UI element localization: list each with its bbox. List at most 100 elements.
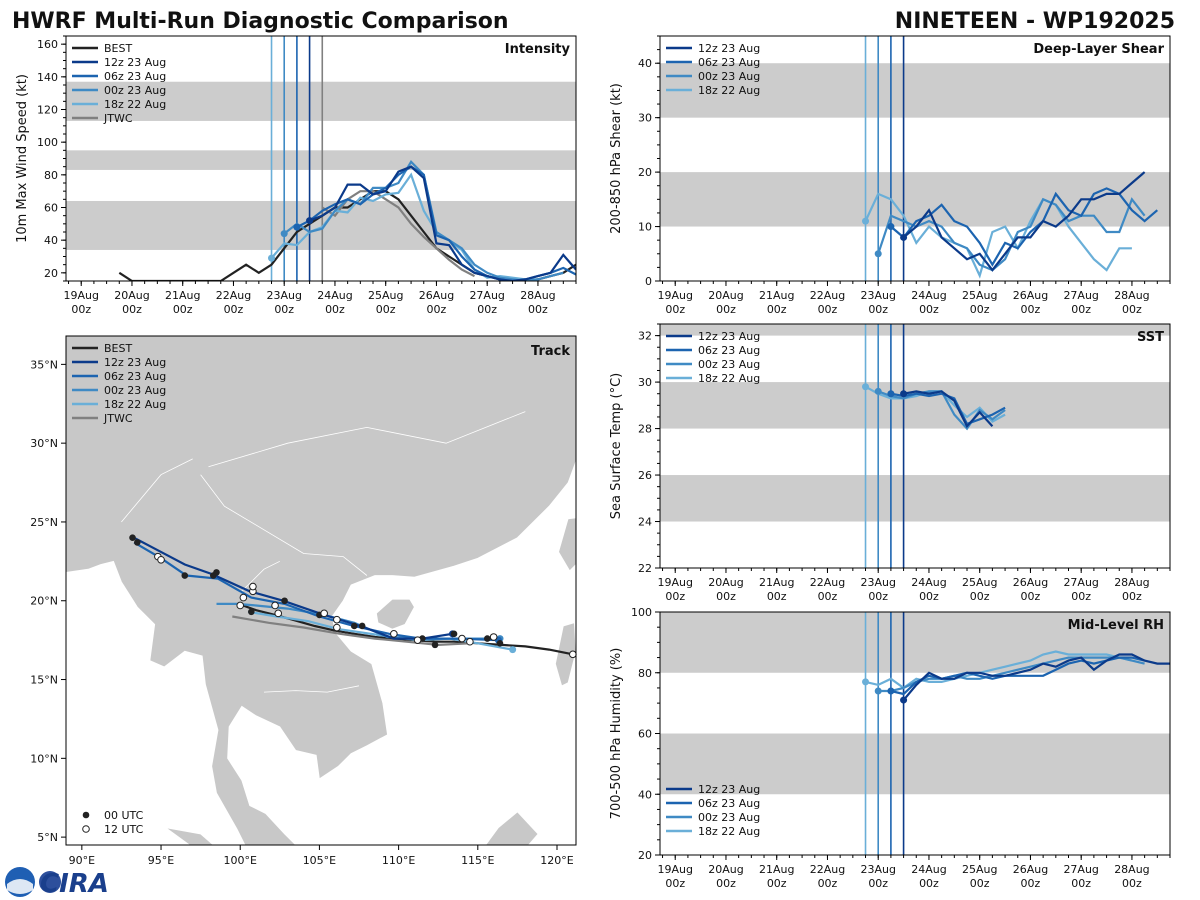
rh-panel: 2040608010019Aug00z20Aug00z21Aug00z22Aug… <box>609 606 1171 890</box>
intensity-xtick-label: 25Aug <box>368 289 403 302</box>
track-xtick-label: 110°E <box>382 854 415 867</box>
sst-xtick-label: 00z <box>665 590 685 603</box>
rh-init-point <box>887 687 895 695</box>
intensity-xtick-label: 23Aug <box>266 289 301 302</box>
intensity-xtick-label: 00z <box>427 303 447 316</box>
rh-xtick-label: 24Aug <box>911 863 946 876</box>
shear-legend-label: 18z 22 Aug <box>698 84 760 97</box>
sst-xtick-label: 19Aug <box>657 576 692 589</box>
sst-xtick-label: 24Aug <box>911 576 946 589</box>
rh-xtick-label: 28Aug <box>1114 863 1149 876</box>
shear-xtick-label: 00z <box>1021 303 1041 316</box>
shear-xtick-label: 00z <box>767 303 787 316</box>
rh-legend-label: 00z 23 Aug <box>698 811 760 824</box>
intensity-ytick-label: 160 <box>37 38 58 51</box>
intensity-xtick-label: 21Aug <box>165 289 200 302</box>
intensity-xtick-label: 00z <box>376 303 396 316</box>
shear-ytick-label: 20 <box>638 166 652 179</box>
track-point-12utc <box>236 601 245 610</box>
intensity-init-point <box>280 230 288 238</box>
intensity-ylabel: 10m Max Wind Speed (kt) <box>15 74 30 243</box>
shear-title: Deep-Layer Shear <box>1033 42 1164 57</box>
sst-ylabel: Sea Surface Temp (°C) <box>609 373 624 520</box>
intensity-panel: 2040608010012014016019Aug00z20Aug00z21Au… <box>15 35 577 316</box>
shear-ytick-label: 10 <box>638 221 652 234</box>
track-point-12utc <box>274 609 283 618</box>
track-point-00utc <box>133 539 141 546</box>
noaa-wave-icon <box>7 879 33 894</box>
intensity-ytick-label: 140 <box>37 71 58 84</box>
intensity-xtick-label: 00z <box>224 303 244 316</box>
shear-xtick-label: 00z <box>1122 303 1142 316</box>
rh-legend-label: 12z 23 Aug <box>698 783 760 796</box>
track-point-00utc <box>129 534 136 542</box>
intensity-series-12z-23-aug <box>309 165 576 281</box>
cira-logo-text: CIRA <box>40 869 109 899</box>
shear-ytick-label: 0 <box>645 275 652 288</box>
intensity-xtick-label: 19Aug <box>63 289 98 302</box>
intensity-xtick-label: 27Aug <box>469 289 504 302</box>
intensity-xtick-label: 28Aug <box>520 289 555 302</box>
rh-xtick-label: 00z <box>1122 877 1142 890</box>
rh-init-point <box>900 696 908 704</box>
track-marker-legend-label: 00 UTC <box>104 809 144 822</box>
track-border-line <box>121 458 193 523</box>
shear-legend-label: 06z 23 Aug <box>698 56 760 69</box>
sst-xtick-label: 22Aug <box>810 576 845 589</box>
sst-xtick-label: 00z <box>1021 590 1041 603</box>
shear-ytick-label: 30 <box>638 112 652 125</box>
sst-band <box>660 382 1170 429</box>
intensity-legend-label: JTWC <box>103 112 133 125</box>
shear-band <box>660 63 1170 118</box>
track-xtick-label: 100°E <box>223 854 256 867</box>
rh-xtick-label: 00z <box>818 877 838 890</box>
track-point-12utc <box>333 615 341 624</box>
sst-frame <box>659 323 1171 569</box>
track-point-12utc <box>458 634 466 643</box>
shear-legend-label: 12z 23 Aug <box>698 42 760 55</box>
rh-xtick-label: 00z <box>716 877 736 890</box>
sst-xtick-label: 20Aug <box>708 576 743 589</box>
track-border-line <box>263 685 360 693</box>
rh-ytick-label: 60 <box>638 728 652 741</box>
rh-init-point <box>874 687 882 695</box>
track-border-line <box>239 560 280 594</box>
track-point-12utc <box>249 582 257 591</box>
intensity-band <box>66 150 576 170</box>
sst-xtick-label: 25Aug <box>962 576 997 589</box>
track-point-00utc <box>484 635 491 642</box>
shear-init-point <box>874 250 882 258</box>
rh-xtick-label: 19Aug <box>657 863 692 876</box>
rh-band <box>660 733 1170 795</box>
intensity-xtick-label: 00z <box>71 303 91 316</box>
shear-series-12z-23-aug <box>902 171 1146 272</box>
intensity-band <box>66 200 576 250</box>
rh-ytick-label: 100 <box>631 606 652 619</box>
track-point-12utc <box>413 636 422 644</box>
sst-xtick-label: 00z <box>1071 590 1091 603</box>
track-xtick-label: 120°E <box>540 854 573 867</box>
shear-xtick-label: 24Aug <box>911 289 946 302</box>
shear-legend-label: 00z 23 Aug <box>698 70 760 83</box>
sst-xtick-label: 00z <box>919 590 939 603</box>
sst-xtick-label: 28Aug <box>1114 576 1149 589</box>
track-border-line <box>208 411 526 468</box>
track-legend-label: 12z 23 Aug <box>104 356 166 369</box>
sst-init-point <box>862 383 870 391</box>
track-legend-label: 06z 23 Aug <box>104 370 166 383</box>
rh-series-06z-23-aug <box>890 656 1145 696</box>
rh-xtick-label: 22Aug <box>810 863 845 876</box>
track-ytick-label: 35°N <box>30 358 58 371</box>
intensity-xtick-label: 00z <box>122 303 142 316</box>
rh-xtick-label: 20Aug <box>708 863 743 876</box>
rh-title: Mid-Level RH <box>1068 618 1164 633</box>
track-point-00utc <box>248 608 255 616</box>
shear-series-06z-23-aug <box>890 187 1159 267</box>
track-xtick-label: 105°E <box>303 854 336 867</box>
shear-ylabel: 200-850 hPa Shear (kt) <box>609 83 624 234</box>
rh-xtick-label: 00z <box>1071 877 1091 890</box>
intensity-xtick-label: 22Aug <box>216 289 251 302</box>
intensity-xtick-label: 00z <box>173 303 193 316</box>
track-borneo-island <box>485 811 539 845</box>
